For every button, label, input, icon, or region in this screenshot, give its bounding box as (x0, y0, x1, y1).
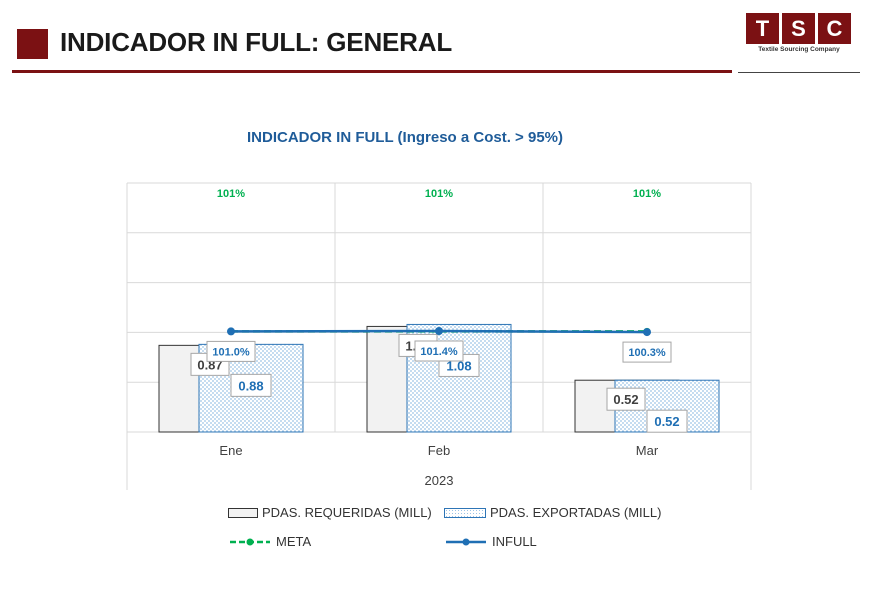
legend-meta: META (228, 534, 311, 549)
logo-rule (738, 72, 860, 73)
x-tick-label: Mar (636, 443, 659, 458)
legend-requeridas: PDAS. REQUERIDAS (MILL) (228, 505, 432, 520)
x-tick-label: Feb (428, 443, 450, 458)
title-square (17, 29, 48, 59)
data-label-exportadas: 0.52 (654, 414, 679, 429)
data-label-infull: 101.0% (212, 346, 250, 358)
data-label-exportadas: 1.08 (446, 358, 471, 373)
legend-infull-label: INFULL (492, 534, 537, 549)
data-label-exportadas: 0.88 (238, 378, 263, 393)
x-tick-label: Ene (219, 443, 242, 458)
legend-meta-line (230, 538, 270, 545)
data-label-meta: 101% (217, 188, 245, 200)
tsc-logo: T S C Textile Sourcing Company (746, 13, 852, 53)
page-title: INDICADOR IN FULL: GENERAL (60, 27, 452, 57)
legend-exportadas: PDAS. EXPORTADAS (MILL) (444, 505, 661, 520)
title-rule (12, 70, 732, 73)
chart-title: INDICADOR IN FULL (Ingreso a Cost. > 95%… (246, 129, 563, 146)
data-label-meta: 101% (633, 188, 661, 200)
legend-infull: INFULL (444, 534, 537, 549)
point-infull (435, 327, 443, 336)
data-label-box (206, 340, 256, 362)
data-label-box (414, 340, 464, 362)
legend-requeridas-label: PDAS. REQUERIDAS (MILL) (262, 505, 432, 520)
legend-exportadas-label: PDAS. EXPORTADAS (MILL) (490, 505, 662, 520)
x-axis-title: 2023 (425, 473, 454, 488)
legend-infull-line (446, 538, 486, 545)
data-label-box (622, 341, 672, 363)
data-label-infull: 101.4% (420, 346, 458, 358)
data-label-requeridas: 0.52 (613, 392, 638, 407)
legend-meta-label: META (276, 534, 312, 549)
logo-letter-c: C (818, 13, 851, 44)
data-label-meta: 101% (425, 188, 453, 200)
point-infull (643, 328, 651, 337)
data-label-box (230, 373, 272, 397)
data-label-infull: 100.3% (628, 347, 666, 359)
data-label-box (646, 409, 688, 433)
logo-letter-s: S (782, 13, 815, 44)
logo-letter-t: T (746, 13, 779, 44)
logo-subtitle: Textile Sourcing Company (758, 46, 840, 53)
data-label-box (606, 387, 646, 411)
point-infull (227, 327, 235, 336)
legend-requeridas-swatch (228, 507, 258, 518)
legend-exportadas-swatch (444, 507, 486, 518)
